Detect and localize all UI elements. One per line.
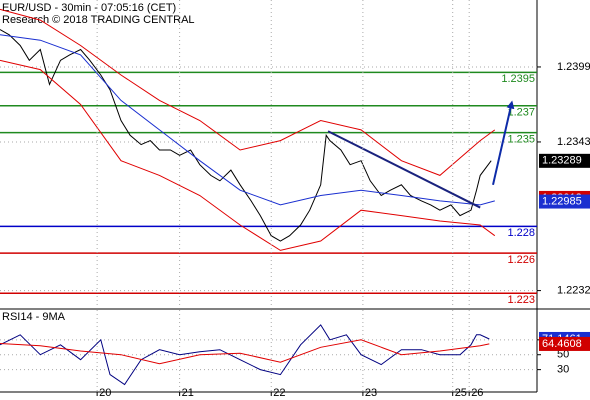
- y-tick-label: 1.2343: [557, 136, 590, 148]
- rsi-title: RSI14 - 9MA: [2, 311, 66, 323]
- y-tick-label: 1.2232: [557, 284, 590, 296]
- price-marker: [539, 336, 590, 351]
- price-marker-label: 1.23289: [542, 155, 582, 167]
- series-line: [0, 29, 492, 242]
- series-line: [0, 324, 490, 386]
- price-marker: [539, 153, 590, 168]
- level-label: 1.228: [507, 227, 535, 239]
- x-tick-label: 23: [365, 387, 377, 399]
- trendline: [327, 130, 481, 209]
- x-tick-label: 20: [99, 387, 111, 399]
- series-line: [0, 59, 496, 251]
- price-marker-label: 1.22985: [542, 195, 582, 207]
- x-tick-label: 26: [471, 387, 483, 399]
- x-tick-label: 21: [182, 387, 194, 399]
- y-tick-label: 30: [557, 364, 569, 376]
- level-label: 1.223: [507, 294, 535, 306]
- series-line: [0, 339, 490, 365]
- arrow: [492, 100, 515, 186]
- chart-title: EUR/USD - 30min - 07:05:16 (CET): [2, 2, 176, 14]
- level-label: 1.2395: [501, 73, 535, 85]
- price-marker-label: 64.4608: [542, 338, 582, 350]
- price-marker: [539, 194, 590, 209]
- level-label: 1.237: [507, 107, 535, 119]
- series-line: [0, 34, 495, 206]
- y-tick-label: 50: [557, 349, 569, 361]
- x-tick-label: 25: [455, 387, 467, 399]
- x-tick-label: 22: [273, 387, 285, 399]
- series-line: [0, 8, 496, 176]
- chart-subtitle: Research © 2018 TRADING CENTRAL: [2, 14, 195, 26]
- level-label: 1.226: [507, 254, 535, 266]
- level-label: 1.235: [507, 133, 535, 145]
- y-tick-label: 1.2399: [557, 61, 590, 73]
